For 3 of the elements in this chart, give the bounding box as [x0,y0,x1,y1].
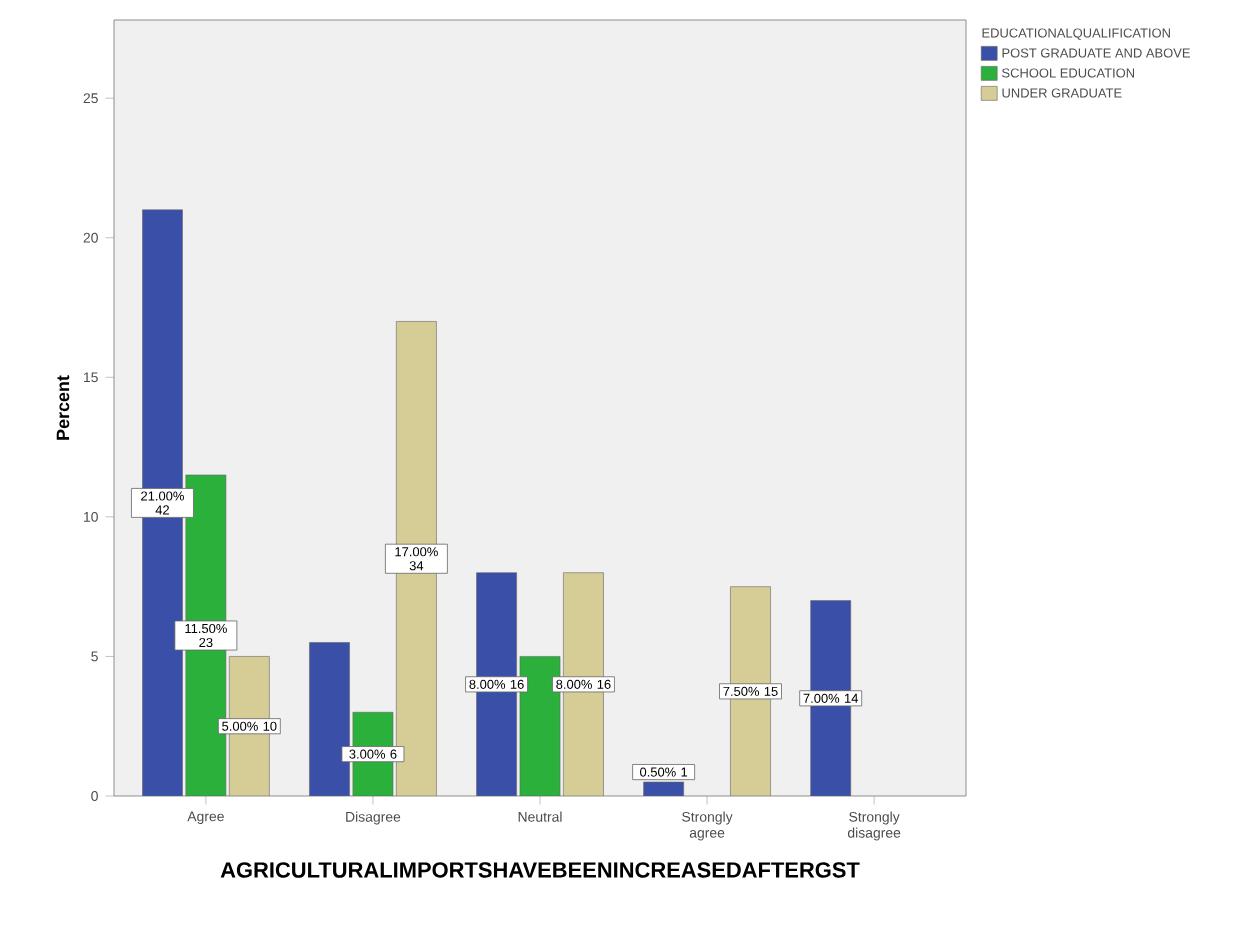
bar [309,642,350,796]
x-axis-title: AGRICULTURALIMPORTSHAVEBEENINCREASEDAFTERGST [220,862,860,878]
y-axis-title: Percent [56,375,70,440]
